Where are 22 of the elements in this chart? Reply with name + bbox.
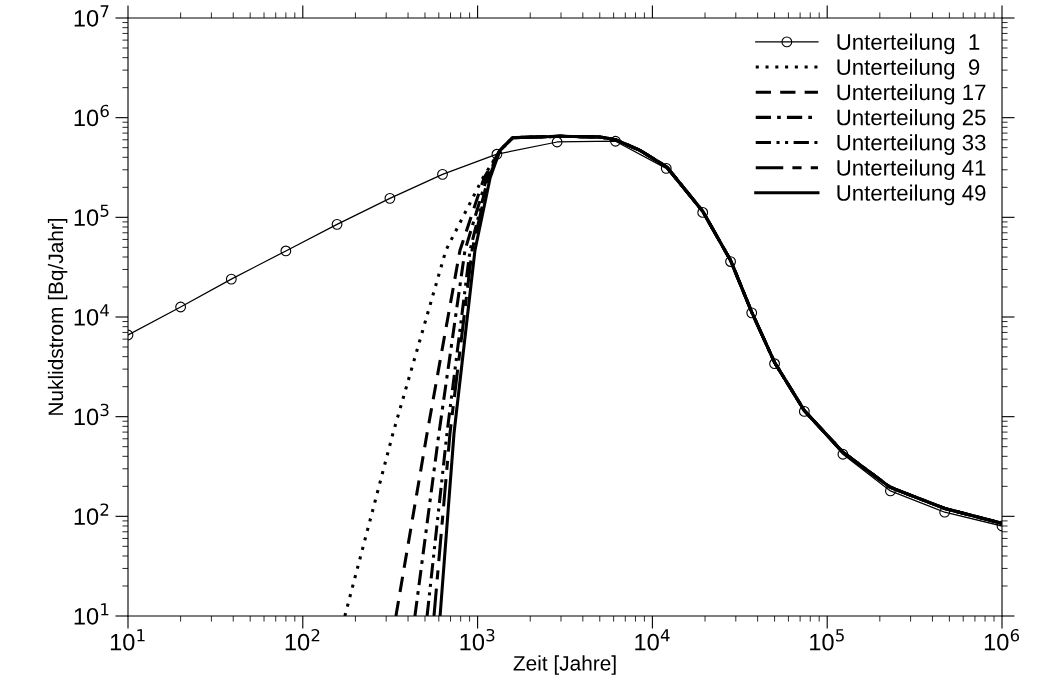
x-tick-label: 10$^{2}$ bbox=[285, 628, 320, 651]
x-tick-label: 10$^{3}$ bbox=[460, 628, 495, 651]
legend-label: Unterteilung 25 bbox=[837, 109, 986, 130]
y-tick-label: 10$^{7}$ bbox=[74, 5, 109, 27]
y-tick-label: 10$^{2}$ bbox=[74, 503, 109, 525]
x-tick-label: 10$^{4}$ bbox=[635, 629, 670, 651]
legend-label: Unterteilung 49 bbox=[837, 184, 986, 206]
y-tick-label: 10$^{3}$ bbox=[74, 403, 109, 426]
legend-label: Unterteilung 41 bbox=[837, 159, 986, 181]
x-tick-label: 10$^{6}$ bbox=[984, 628, 1020, 651]
legend-label: Unterteilung 33 bbox=[837, 134, 986, 155]
x-tick-label: 10$^{5}$ bbox=[810, 629, 844, 651]
y-tick-label: 10$^{4}$ bbox=[74, 304, 109, 326]
legend-label: Unterteilung 1 bbox=[837, 33, 980, 55]
x-axis-title: Zeit [Jahre] bbox=[513, 655, 616, 675]
x-tick-label: 10$^{1}$ bbox=[110, 629, 145, 651]
y-tick-label: 10$^{6}$ bbox=[74, 104, 109, 127]
legend-label: Unterteilung 9 bbox=[837, 58, 980, 80]
y-tick-label: 10$^{1}$ bbox=[74, 603, 109, 625]
legend-label: Unterteilung 17 bbox=[837, 83, 986, 105]
y-tick-label: 10$^{5}$ bbox=[74, 204, 109, 226]
y-axis-title: Nuklidstrom [Bq/Jahr] bbox=[47, 218, 68, 415]
